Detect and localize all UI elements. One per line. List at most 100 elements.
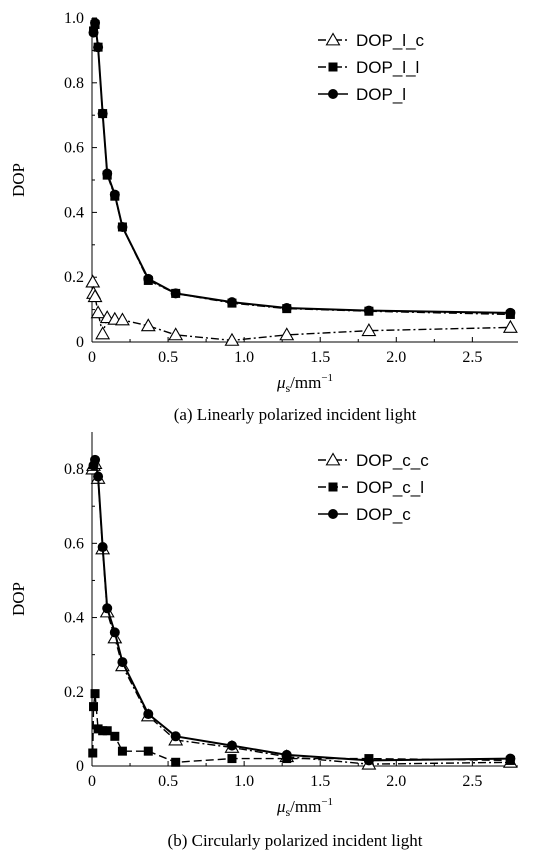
panel-caption: (b) Circularly polarized incident light [168, 831, 423, 850]
legend-marker [328, 89, 338, 99]
y-tick-label: 0.2 [64, 684, 84, 701]
legend-label: DOP_l [356, 85, 406, 104]
legend-label: DOP_c [356, 505, 411, 524]
legend-label: DOP_c_c [356, 451, 429, 470]
data-point [363, 755, 374, 766]
data-point [281, 749, 292, 760]
x-axis-label-symbol: μ [276, 373, 286, 392]
legend-marker [328, 509, 338, 519]
y-tick-label: 0.4 [64, 204, 84, 221]
data-point [505, 307, 516, 318]
data-point [93, 42, 104, 53]
y-tick-label: 1.0 [64, 10, 84, 27]
data-point [117, 746, 127, 756]
data-point [361, 323, 377, 337]
x-tick-label: 0 [88, 773, 96, 790]
y-tick-label: 0 [76, 334, 84, 351]
x-tick-label: 1.5 [310, 773, 330, 790]
data-point [93, 471, 104, 482]
data-point [226, 297, 237, 308]
x-axis-label: μs/mm−1 [276, 372, 333, 395]
x-tick-label: 2.0 [386, 773, 406, 790]
legend-label: DOP_c_l [356, 478, 424, 497]
series-line [92, 22, 511, 314]
series-DOP_c [88, 454, 516, 766]
legend-marker [325, 32, 341, 46]
panel-caption: (a) Linearly polarized incident light [174, 405, 417, 424]
data-point [226, 740, 237, 751]
legend-marker [325, 452, 341, 466]
y-tick-label: 0.6 [64, 140, 84, 157]
x-axis-label-superscript: −1 [321, 796, 333, 808]
x-axis-label-subscript: s [285, 805, 290, 819]
series-DOP_l_l [89, 19, 515, 319]
x-tick-label: 2.0 [386, 349, 406, 366]
data-point [85, 274, 101, 288]
x-axis-label-unit: /mm [290, 373, 321, 392]
x-tick-label: 0.5 [158, 349, 178, 366]
data-point [168, 327, 184, 341]
data-point [97, 542, 108, 553]
data-point [88, 27, 99, 38]
series-DOP_l [88, 17, 516, 318]
series-DOP_c_c [85, 455, 518, 770]
y-tick-label: 0.4 [64, 610, 84, 627]
data-point [143, 746, 153, 756]
x-tick-label: 1.5 [310, 349, 330, 366]
data-point [279, 327, 295, 341]
data-point [109, 189, 120, 200]
x-tick-label: 1.0 [234, 349, 254, 366]
data-point [89, 702, 99, 712]
x-axis-label-subscript: s [285, 381, 290, 395]
data-point [171, 757, 181, 767]
legend-marker [328, 482, 338, 492]
x-tick-label: 0.5 [158, 773, 178, 790]
data-point [90, 454, 101, 465]
data-point [102, 603, 113, 614]
y-tick-label: 0.6 [64, 535, 84, 552]
x-axis-label-unit: /mm [290, 797, 321, 816]
data-point [98, 726, 108, 736]
data-point [93, 724, 103, 734]
data-point [117, 657, 128, 668]
legend-label: DOP_l_c [356, 31, 425, 50]
y-tick-label: 0.2 [64, 269, 84, 286]
legend-marker [328, 62, 338, 72]
data-point [97, 108, 108, 119]
series-line [92, 461, 511, 765]
x-axis-label-symbol: μ [276, 797, 286, 816]
y-tick-label: 0.8 [64, 75, 84, 92]
y-axis-label: DOP [9, 163, 28, 197]
data-point [224, 332, 240, 346]
data-point [227, 754, 237, 764]
y-axis-label: DOP [9, 582, 28, 616]
data-point [90, 305, 106, 319]
data-point [87, 289, 103, 303]
data-point [143, 709, 154, 720]
panel-a: 0 0.5 1.0 1.5 2.0 2.5 0 0.2 0.4 0.6 0.8 1.0 DOP μs/mm… [9, 10, 518, 424]
data-point [90, 689, 100, 699]
x-tick-label: 2.5 [462, 773, 482, 790]
data-point [102, 726, 112, 736]
data-point [505, 753, 516, 764]
data-point [90, 17, 101, 28]
data-point [109, 627, 120, 638]
data-point [143, 273, 154, 284]
x-tick-label: 0 [88, 349, 96, 366]
y-tick-label: 0.8 [64, 461, 84, 478]
x-tick-label: 1.0 [234, 773, 254, 790]
data-point [95, 326, 111, 340]
series-line [92, 693, 511, 763]
data-point [170, 288, 181, 299]
data-point [88, 748, 98, 758]
data-point [363, 305, 374, 316]
series-line [92, 24, 511, 316]
data-point [102, 168, 113, 179]
series-DOP_l_c [85, 274, 518, 346]
x-axis-label: μs/mm−1 [276, 796, 333, 819]
panel-b: 0 0.5 1.0 1.5 2.0 2.5 0 0.2 0.4 0.6 0.8 DOP μs/mm−1 (… [9, 432, 518, 850]
x-axis-label-superscript: −1 [321, 372, 333, 384]
series-line [92, 459, 511, 762]
data-point [281, 302, 292, 313]
